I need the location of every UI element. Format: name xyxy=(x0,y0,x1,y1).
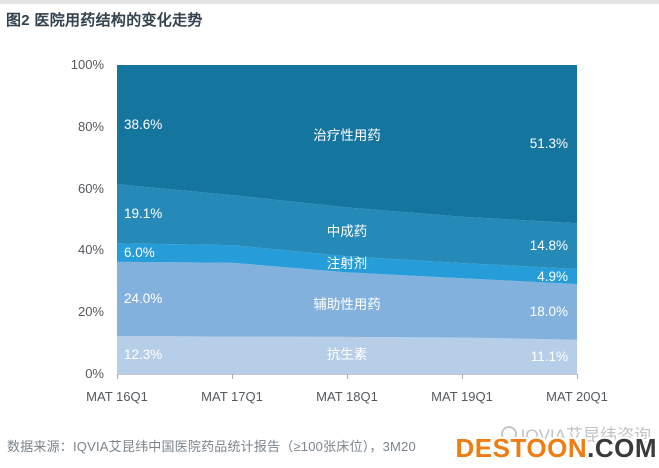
x-tick-label: MAT 18Q1 xyxy=(316,389,378,404)
x-tick-label: MAT 20Q1 xyxy=(546,389,608,404)
area-series-0 xyxy=(117,335,577,374)
y-tick-label: 60% xyxy=(77,180,104,196)
x-tick-mark xyxy=(232,374,233,379)
source-note: 数据来源：IQVIA艾昆纬中国医院药品统计报告（≥100张床位），3M20 xyxy=(7,439,416,454)
x-tick-label: MAT 16Q1 xyxy=(86,389,148,404)
stacked-area-chart: 12.3% 11.1% 抗生素 24.0% 18.0% 辅助性用药 6.0% 4.9% 注射剂 1… xyxy=(117,65,577,374)
x-tick-mark xyxy=(117,374,118,379)
x-tick-label: MAT 19Q1 xyxy=(431,389,493,404)
y-tick-label: 40% xyxy=(77,242,104,258)
x-axis: MAT 16Q1 MAT 17Q1 MAT 18Q1 MAT 19Q1 MAT … xyxy=(72,389,622,404)
x-tick-label: MAT 17Q1 xyxy=(201,389,263,404)
watermark-logo-icon xyxy=(500,425,517,442)
y-tick-label: 100% xyxy=(70,57,104,72)
watermark-gray-text: IQVIA艾昆纬咨询 xyxy=(520,426,651,445)
chart-title: 图2 医院用药结构的变化走势 xyxy=(6,12,203,29)
watermark-tld: .COM xyxy=(587,433,657,463)
x-tick-mark xyxy=(462,374,463,379)
area-series-1 xyxy=(117,261,577,340)
top-divider xyxy=(0,0,659,4)
chart-plot-area xyxy=(117,65,577,374)
area-series-2 xyxy=(117,243,577,285)
y-tick-label: 80% xyxy=(77,118,104,134)
area-series-4 xyxy=(117,65,577,224)
y-tick-label: 0% xyxy=(85,365,104,381)
watermark-brand: DESTOON xyxy=(455,433,588,463)
x-tick-mark xyxy=(347,374,348,379)
x-tick-mark xyxy=(577,374,578,379)
y-axis: 100% 80% 60% 40% 20% 0% xyxy=(0,56,104,383)
y-tick-label: 20% xyxy=(77,304,104,320)
watermark-destoon: DESTOON.COM xyxy=(456,433,658,464)
area-series-3 xyxy=(117,184,577,269)
watermark-gray: IQVIA艾昆纬咨询 xyxy=(500,421,651,446)
